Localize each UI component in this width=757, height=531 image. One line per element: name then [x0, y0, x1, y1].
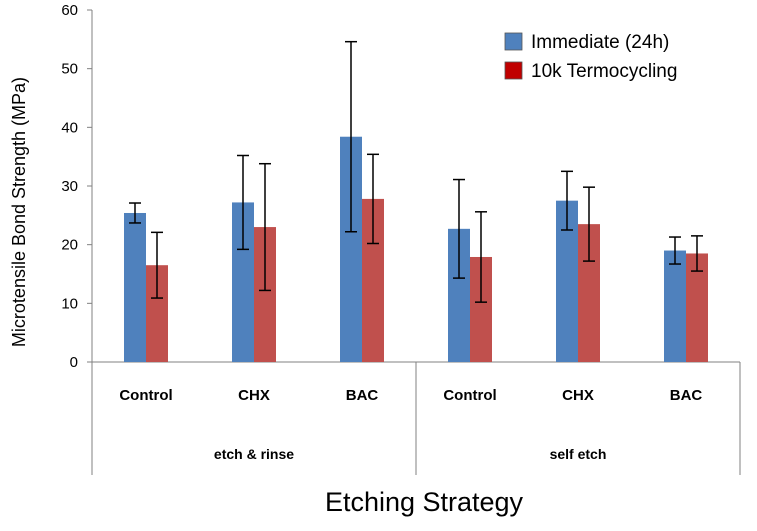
error-bar-termocycling-1 [151, 231, 163, 299]
y-tick-label: 0 [70, 354, 78, 371]
bar-immediate-6 [664, 250, 686, 362]
error-bar-immediate-6 [669, 236, 681, 265]
error-bar-termocycling-3 [367, 153, 379, 245]
error-bar-termocycling-2 [259, 162, 271, 292]
x-category-label: Control [119, 387, 172, 404]
bars [124, 136, 708, 362]
error-bar-termocycling-4 [475, 211, 487, 303]
bar-immediate-4 [448, 228, 470, 362]
y-tick-label: 10 [61, 295, 78, 312]
error-bars [129, 40, 703, 303]
y-tick-label: 40 [61, 119, 78, 136]
axes [87, 9, 741, 475]
y-axis-title: Microtensile Bond Strength (MPa) [9, 77, 29, 347]
bar-immediate-5 [556, 200, 578, 362]
error-bar-immediate-1 [129, 202, 141, 224]
bar-termocycling-3 [362, 198, 384, 362]
axis-labels: 0 10 20 30 40 50 60 Control CHX BAC Control CHX BAC e… [61, 2, 702, 462]
bar-immediate-1 [124, 212, 146, 362]
bar-termocycling-6 [686, 253, 708, 362]
x-category-label: Control [443, 387, 496, 404]
legend-label-immediate: Immediate (24h) [531, 32, 669, 53]
bar-termocycling-2 [254, 227, 276, 362]
x-group-label: etch & rinse [214, 446, 294, 462]
error-bar-immediate-4 [453, 178, 465, 279]
error-bar-immediate-3 [345, 40, 357, 233]
error-bar-termocycling-6 [691, 235, 703, 272]
x-category-label: BAC [670, 387, 703, 404]
bar-immediate-2 [232, 202, 254, 362]
legend-swatch-termocycling [504, 61, 523, 80]
y-tick-label: 30 [61, 178, 78, 195]
x-category-label: BAC [346, 387, 379, 404]
x-axis-title: Etching Strategy [325, 487, 524, 517]
legend-label-termocycling: 10k Termocycling [531, 61, 677, 82]
y-tick-label: 20 [61, 237, 78, 254]
bar-termocycling-1 [146, 265, 168, 362]
legend-swatch-immediate [504, 32, 523, 51]
x-group-label: self etch [550, 446, 607, 462]
legend: Immediate (24h) 10k Termocycling [504, 32, 677, 82]
error-bar-termocycling-5 [583, 186, 595, 262]
error-bar-immediate-2 [237, 154, 249, 251]
x-category-label: CHX [562, 387, 594, 404]
error-bar-immediate-5 [561, 170, 573, 231]
x-category-label: CHX [238, 387, 270, 404]
bar-termocycling-4 [470, 256, 492, 362]
bar-termocycling-5 [578, 224, 600, 362]
bar-immediate-3 [340, 136, 362, 362]
y-tick-label: 50 [61, 61, 78, 78]
y-tick-label: 60 [61, 2, 78, 19]
